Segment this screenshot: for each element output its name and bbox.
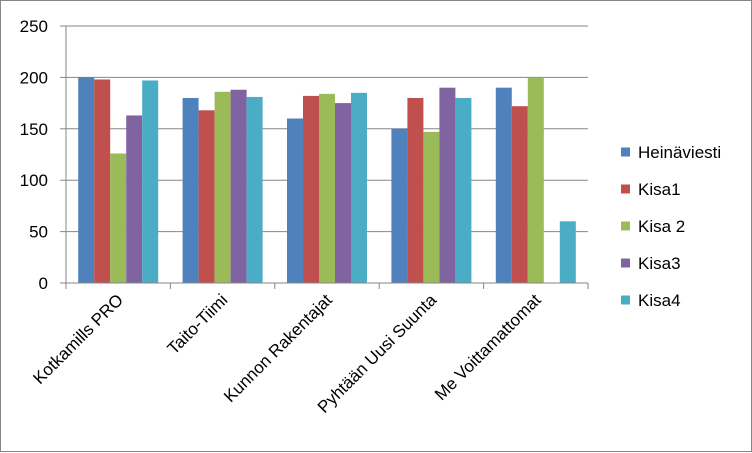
category-label-taito-tiimi: Taito-Tiimi <box>164 290 232 358</box>
bar-hein-viesti-pyht-n-uusi-suunta <box>391 128 408 283</box>
y-tick-label-150: 150 <box>20 120 48 139</box>
bar-hein-viesti-me-voittamattomat <box>495 87 512 284</box>
bar-kisa1-me-voittamattomat <box>511 106 528 284</box>
legend: Heinäviesti Kisa1 Kisa 2 Kisa3 Kisa4 <box>621 143 721 310</box>
legend-swatch-kisa-2 <box>621 221 630 231</box>
bar-kisa3-taito-tiimi <box>230 89 247 284</box>
bars <box>78 77 576 284</box>
axes <box>65 26 588 284</box>
bar-kisa1-taito-tiimi <box>198 110 215 284</box>
category-label-kotkamills-pro: Kotkamills PRO <box>29 290 127 388</box>
bar-kisa-2-kotkamills-pro <box>110 153 127 283</box>
bar-kisa4-kotkamills-pro <box>142 80 159 283</box>
y-tick-label-50: 50 <box>29 223 48 242</box>
y-tick-label-200: 200 <box>20 68 48 87</box>
bar-kisa1-kunnon-rakentajat <box>303 95 319 284</box>
category-label-kunnon-rakentajat: Kunnon Rakentajat <box>220 290 336 406</box>
bar-hein-viesti-taito-tiimi <box>182 97 199 284</box>
bar-kisa3-kunnon-rakentajat <box>335 103 351 283</box>
category-label-me-voittamattomat: Me Voittamattomat <box>431 290 545 404</box>
bar-kisa-2-kunnon-rakentajat <box>319 93 335 284</box>
legend-swatch-kisa4 <box>621 295 630 305</box>
bar-hein-viesti-kotkamills-pro <box>78 77 95 284</box>
category-label-pyht-n-uusi-suunta: Pyhtään Uusi Suunta <box>314 290 441 417</box>
x-tick-marks <box>65 283 589 289</box>
legend-label-kisa1: Kisa1 <box>638 180 681 199</box>
legend-label-kisa-2: Kisa 2 <box>638 217 685 236</box>
legend-label-kisa3: Kisa3 <box>638 254 681 273</box>
legend-label-hein-viesti: Heinäviesti <box>638 143 721 162</box>
bar-kisa4-pyht-n-uusi-suunta <box>455 97 472 284</box>
bar-kisa-2-pyht-n-uusi-suunta <box>423 131 440 283</box>
legend-swatch-kisa1 <box>621 184 630 194</box>
bar-kisa-2-me-voittamattomat <box>527 77 544 284</box>
y-tick-labels: 0 50 100 150 200 250 <box>20 17 48 293</box>
legend-swatch-kisa3 <box>621 258 630 268</box>
bar-kisa4-taito-tiimi <box>246 96 263 283</box>
bar-kisa3-kotkamills-pro <box>126 115 143 283</box>
legend-swatch-hein-viesti <box>621 147 630 157</box>
bar-hein-viesti-kunnon-rakentajat <box>287 118 303 284</box>
bar-kisa1-pyht-n-uusi-suunta <box>407 97 424 284</box>
legend-label-kisa4: Kisa4 <box>638 291 681 310</box>
bar-kisa4-me-voittamattomat <box>559 221 576 283</box>
y-tick-label-100: 100 <box>20 171 48 190</box>
bar-kisa3-pyht-n-uusi-suunta <box>439 87 456 284</box>
y-tick-label-0: 0 <box>39 274 48 293</box>
bar-kisa4-kunnon-rakentajat <box>351 92 367 283</box>
bar-kisa1-kotkamills-pro <box>94 79 111 284</box>
bar-kisa-2-taito-tiimi <box>214 91 231 284</box>
y-tick-label-250: 250 <box>20 17 48 36</box>
